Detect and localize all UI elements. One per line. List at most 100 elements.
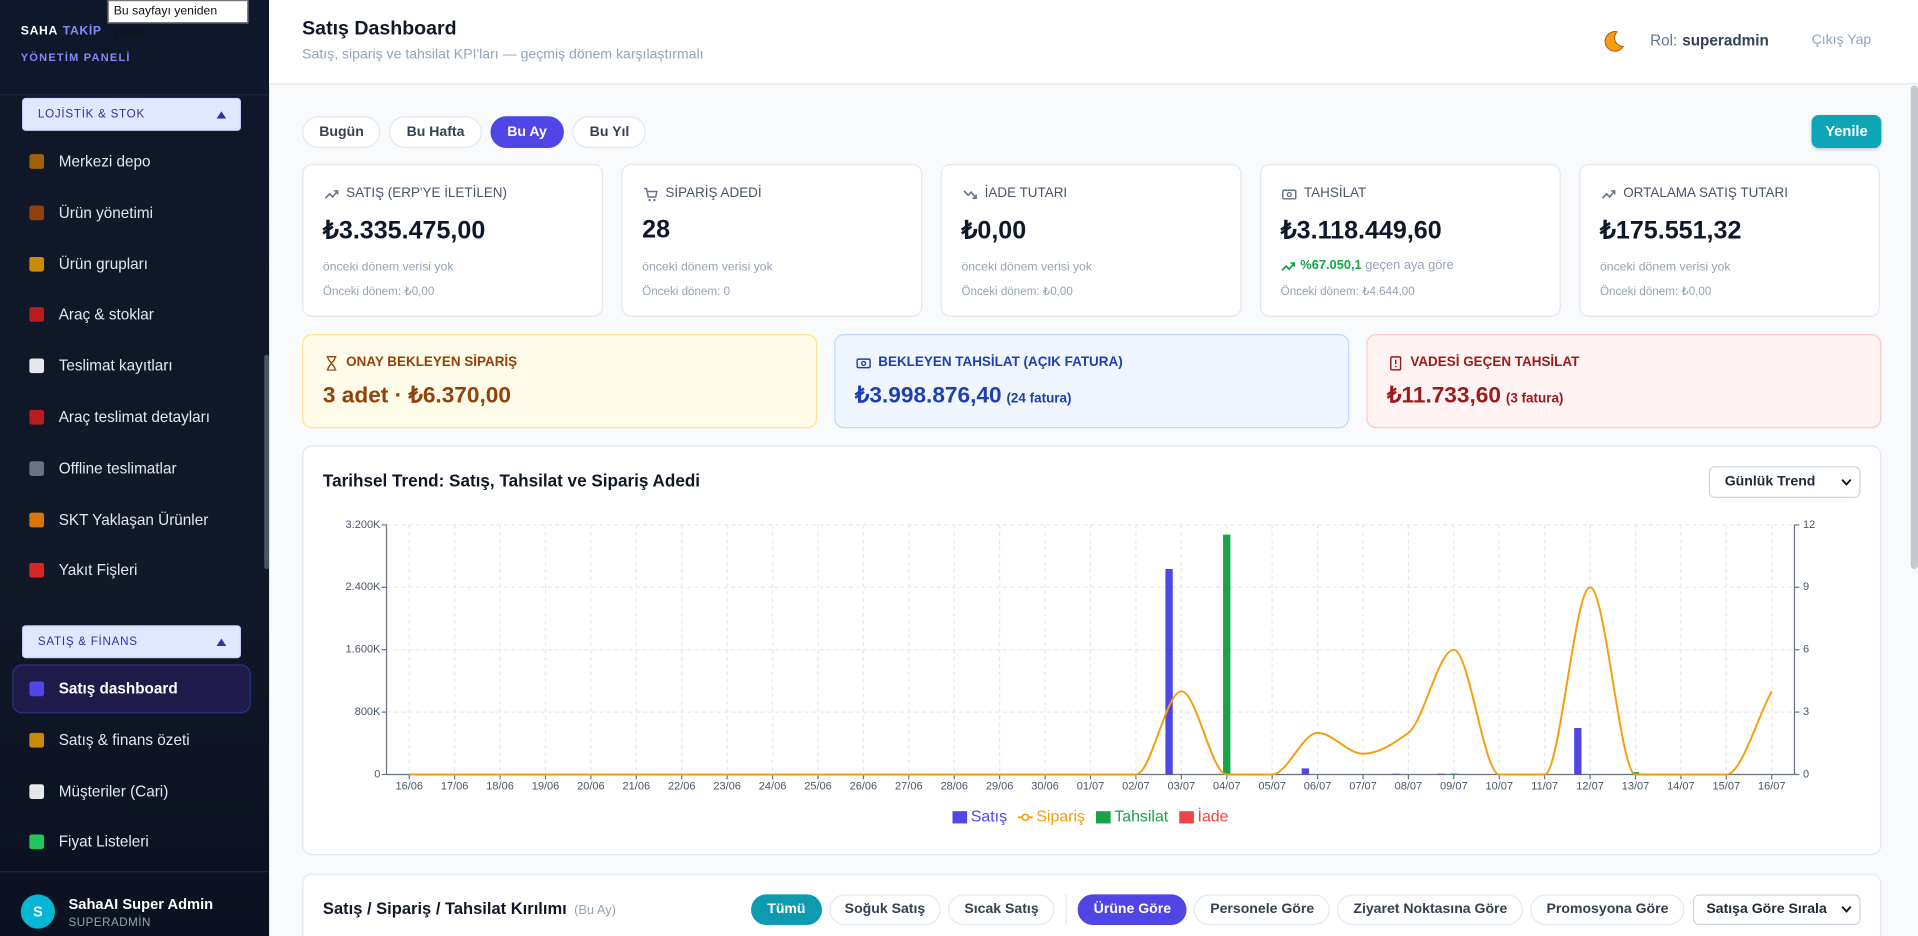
sort-select-value: Satışa Göre Sırala (1706, 901, 1827, 917)
sidebar: SAHA TAKİP YÖNETİM PANELİ LOJİSTİK & STOK… (0, 0, 270, 936)
icon (1601, 190, 1616, 199)
page-subtitle: Satış, sipariş ve tahsilat KPI'ları — ge… (302, 47, 704, 63)
nav-item-label: Araç teslimat detayları (58, 408, 210, 426)
logout-button[interactable]: Çıkış Yap (1811, 33, 1872, 48)
period-button[interactable]: Bu Ay (490, 116, 564, 149)
theme-toggle[interactable] (1601, 29, 1625, 53)
segment-button[interactable]: Tümü (751, 894, 822, 925)
grouping-button[interactable]: Ürüne Göre (1077, 894, 1187, 925)
kpi-card: SİPARİŞ ADEDİ 28 önceki dönem verisi yok Ön… (621, 163, 923, 317)
icon (856, 358, 871, 369)
nav-item-icon (29, 205, 45, 220)
alert-value-row: 3 adet · ₺6.370,00 (323, 382, 511, 409)
role-value: superadmin (1682, 31, 1769, 49)
segment-button[interactable]: Soğuk Satış (828, 894, 942, 925)
nav-item-icon (29, 154, 45, 169)
icon-part (860, 360, 867, 367)
nav-item-icon (29, 461, 45, 476)
segment-button[interactable]: Sıcak Satış (948, 894, 1055, 925)
kpi-previous: Önceki dönem: ₺4.644,00 (1280, 285, 1415, 299)
nav-section-toggle[interactable]: SATIŞ & FİNANS (22, 625, 241, 659)
refresh-button[interactable]: Yenile (1811, 115, 1882, 149)
kpi-label: ORTALAMA SATIŞ TUTARI (1623, 185, 1788, 201)
nav-item-label: Merkezi depo (58, 152, 151, 171)
nav-item-icon (29, 409, 45, 425)
icon-part (333, 190, 339, 195)
nav-item[interactable]: Satış & finans özeti (12, 716, 251, 765)
nav-section-toggle[interactable]: LOJİSTİK & STOK (22, 97, 241, 131)
alert-label: BEKLEYEN TAHSİLAT (AÇIK FATURA) (878, 354, 1123, 370)
trend-select-value: Günlük Trend (1724, 474, 1816, 490)
alert-card: VADESİ GEÇEN TAHSİLAT ₺11.733,60 (3 fatura… (1366, 334, 1882, 429)
nav-item[interactable]: SKT Yaklaşan Ürünler (12, 495, 251, 544)
kpi-note: önceki dönem verisi yok (642, 260, 773, 275)
nav-item[interactable]: Araç & stoklar (12, 290, 251, 339)
user-role: SUPERADMİN (68, 916, 151, 930)
breakdown-title-text: Satış / Sipariş / Tahsilat Kırılımı (322, 899, 567, 918)
icon (1841, 906, 1852, 913)
nav-item[interactable]: Offline teslimatlar (12, 444, 251, 493)
kpi-value: 28 (642, 215, 671, 244)
icon (644, 187, 658, 202)
role-label: Rol: (1650, 31, 1678, 49)
icon-part (972, 194, 977, 200)
nav-item-icon (29, 563, 45, 578)
icon-part (653, 198, 656, 202)
icon-part (1290, 262, 1296, 267)
icon (1390, 356, 1402, 371)
nav-item-label: Teslimat kayıtları (58, 357, 173, 375)
scrollbar (264, 354, 270, 569)
nav-item[interactable]: Araç teslimat detayları (12, 393, 251, 442)
kpi-previous: Önceki dönem: 0 (642, 285, 731, 299)
nav-item[interactable]: Yakıt Fişleri (12, 546, 251, 595)
kpi-change-value: %67.050,1 (1300, 258, 1362, 273)
grouping-button[interactable]: Promosyona Göre (1530, 894, 1685, 925)
nav-item-icon (29, 732, 45, 748)
nav-item-label: Fiyat Listeleri (58, 833, 149, 851)
role: Rol: superadmin (1650, 32, 1769, 49)
chevron (1841, 479, 1852, 486)
period-button[interactable]: Bu Hafta (389, 116, 482, 149)
icon-part (1394, 365, 1397, 368)
icon-part (1601, 190, 1616, 199)
nav-item-label: Araç & stoklar (58, 306, 154, 324)
nav-item-label: SKT Yaklaşan Ürünler (58, 510, 209, 529)
icon-part (1282, 189, 1297, 200)
nav-item[interactable]: Müşteriler (Cari) (12, 767, 251, 816)
kpi-value: ₺3.118.449,60 (1280, 216, 1442, 245)
nav-item[interactable]: Ürün yönetimi (12, 188, 251, 237)
kpi-value: ₺3.335.475,00 (322, 216, 486, 245)
period-button[interactable]: Bugün (302, 116, 381, 149)
nav-item-label: Müşteriler (Cari) (58, 782, 169, 800)
brand-name: SAHA (20, 24, 58, 38)
kpi-value: ₺0,00 (961, 216, 1027, 245)
divider (0, 94, 270, 96)
grouping-button[interactable]: Personele Göre (1194, 894, 1331, 925)
nav-item[interactable]: Fiyat Listeleri (12, 818, 251, 867)
period-button[interactable]: Bu Yıl (572, 116, 647, 149)
avatar: S (20, 894, 56, 929)
nav-item-icon (29, 256, 45, 272)
kpi-change: %67.050,1 geçen aya göre (1281, 258, 1454, 273)
alert-value-row: ₺11.733,60 (3 fatura) (1387, 382, 1563, 409)
icon-part (1841, 906, 1852, 913)
scrollbar (1910, 85, 1918, 569)
icon (216, 638, 227, 647)
alert-card: ONAY BEKLEYEN SİPARİŞ 3 adet · ₺6.370,00 (302, 334, 818, 429)
nav-item[interactable]: Ürün grupları (12, 239, 251, 288)
nav-item-label: Satış & finans özeti (58, 731, 190, 749)
icon-part (216, 111, 227, 119)
grouping-button[interactable]: Ziyaret Noktasına Göre (1337, 894, 1524, 925)
sort-select[interactable]: Satışa Göre Sırala (1692, 894, 1861, 925)
nav-item-icon (29, 512, 45, 527)
icon-part (1841, 479, 1852, 486)
trend-select[interactable]: Günlük Trend (1708, 466, 1861, 498)
nav-item[interactable]: Merkezi depo (12, 137, 251, 186)
nav-item[interactable]: Teslimat kayıtları (12, 342, 251, 391)
nav-item-icon (29, 358, 45, 374)
brand-subtitle: YÖNETİM PANELİ (20, 51, 131, 64)
nav-item[interactable]: Satış dashboard (12, 664, 251, 714)
alert-suffix: (24 fatura) (1006, 391, 1072, 407)
kpi-label: İADE TUTARI (984, 185, 1068, 201)
